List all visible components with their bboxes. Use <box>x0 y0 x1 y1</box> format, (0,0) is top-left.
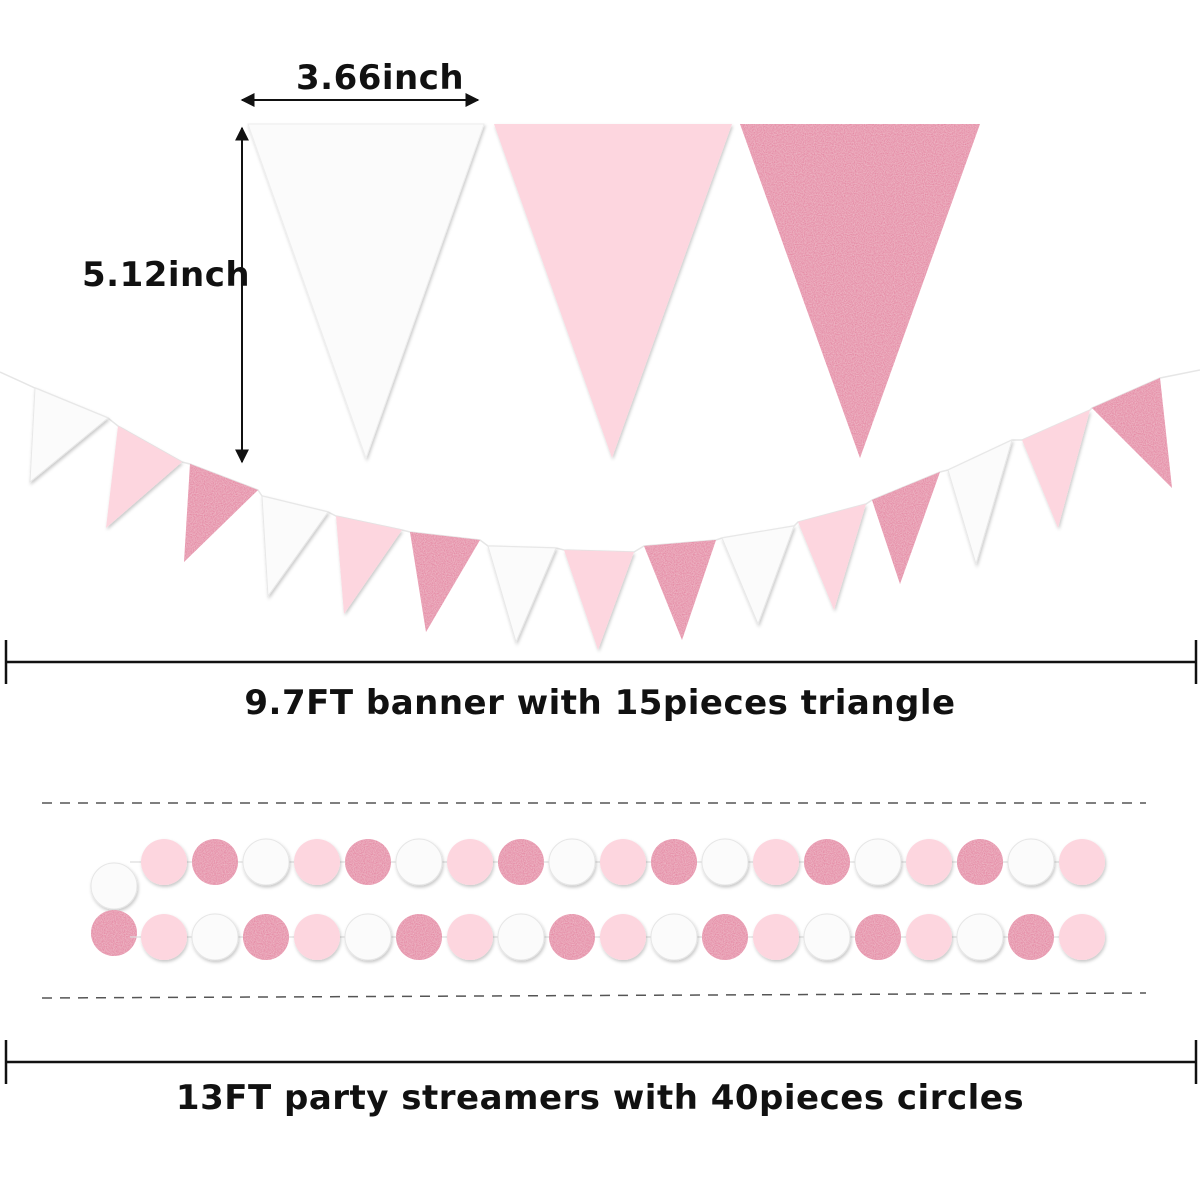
large-flag-samples <box>247 123 980 460</box>
streamer-circle-light-pink <box>753 839 799 885</box>
streamer-circle-white <box>548 838 596 886</box>
streamer-circle-glitter-pink <box>855 914 901 960</box>
streamer-circle-glitter-pink <box>1008 914 1054 960</box>
width-label: 3.66inch <box>296 58 465 98</box>
banner-flag-glitter-pink <box>184 464 258 562</box>
streamer-circle-white <box>497 913 545 961</box>
streamer-circle-light-pink <box>600 839 646 885</box>
large-flag-white <box>247 123 485 460</box>
streamer-circle-glitter-pink <box>396 914 442 960</box>
streamer-circle-glitter-pink <box>243 914 289 960</box>
large-flag-glitter-pink <box>740 124 980 458</box>
streamer-circle-light-pink <box>906 839 952 885</box>
streamer-circle-light-pink <box>447 914 493 960</box>
streamer-circle-light-pink <box>753 914 799 960</box>
streamer-circle-white <box>1007 838 1055 886</box>
banner-flag-light-pink <box>564 550 634 650</box>
circle-streamers <box>90 838 1105 961</box>
streamer-end-circle-white <box>90 862 138 910</box>
streamer-circle-white <box>344 913 392 961</box>
streamer-circle-white <box>701 838 749 886</box>
streamer-circle-glitter-pink <box>651 839 697 885</box>
streamer-circle-white <box>650 913 698 961</box>
banner-flag-light-pink <box>336 516 402 614</box>
height-label: 5.12inch <box>82 255 251 295</box>
streamer-circle-light-pink <box>600 914 646 960</box>
banner-flag-glitter-pink <box>872 472 940 584</box>
banner-flag-glitter-pink <box>644 540 716 640</box>
streamer-end-circle-glitter-pink <box>91 910 137 956</box>
banner-length-marker <box>4 640 1198 684</box>
banner-flag-white <box>721 525 795 626</box>
streamer-circle-glitter-pink <box>498 839 544 885</box>
streamer-circle-light-pink <box>447 839 493 885</box>
streamer-circle-white <box>854 838 902 886</box>
streamer-circle-glitter-pink <box>345 839 391 885</box>
streamer-circle-white <box>395 838 443 886</box>
streamer-circle-light-pink <box>1059 839 1105 885</box>
banner-flag-glitter-pink <box>1092 378 1172 488</box>
streamer-circle-glitter-pink <box>702 914 748 960</box>
banner-flag-white <box>947 439 1013 566</box>
streamer-circle-light-pink <box>141 839 187 885</box>
streamer-guide-bottom <box>41 992 1147 999</box>
streamer-circle-white <box>191 913 239 961</box>
streamer-circle-glitter-pink <box>192 839 238 885</box>
streamer-circle-light-pink <box>294 914 340 960</box>
banner-flag-light-pink <box>106 426 182 528</box>
streamer-circle-light-pink <box>1059 914 1105 960</box>
banner-flag-glitter-pink <box>410 532 480 632</box>
banner-flag-light-pink <box>1022 410 1090 528</box>
streamer-circle-light-pink <box>906 914 952 960</box>
banner-flag-light-pink <box>798 504 866 610</box>
triangle-banner <box>0 369 1200 650</box>
streamer-circle-white <box>803 913 851 961</box>
streamer-circle-white <box>956 913 1004 961</box>
streamer-circle-glitter-pink <box>957 839 1003 885</box>
large-flag-light-pink <box>494 124 732 458</box>
streamer-circle-white <box>242 838 290 886</box>
streamer-circle-light-pink <box>141 914 187 960</box>
banner-caption: 9.7FT banner with 15pieces triangle <box>244 683 956 723</box>
banner-flag-white <box>487 545 557 644</box>
streamer-circle-light-pink <box>294 839 340 885</box>
streamer-caption: 13FT party streamers with 40pieces circl… <box>175 1078 1025 1118</box>
streamer-circle-glitter-pink <box>804 839 850 885</box>
banner-flag-white <box>261 495 329 598</box>
streamer-length-marker <box>4 1040 1198 1084</box>
streamer-circle-glitter-pink <box>549 914 595 960</box>
banner-flag-white <box>29 387 109 484</box>
